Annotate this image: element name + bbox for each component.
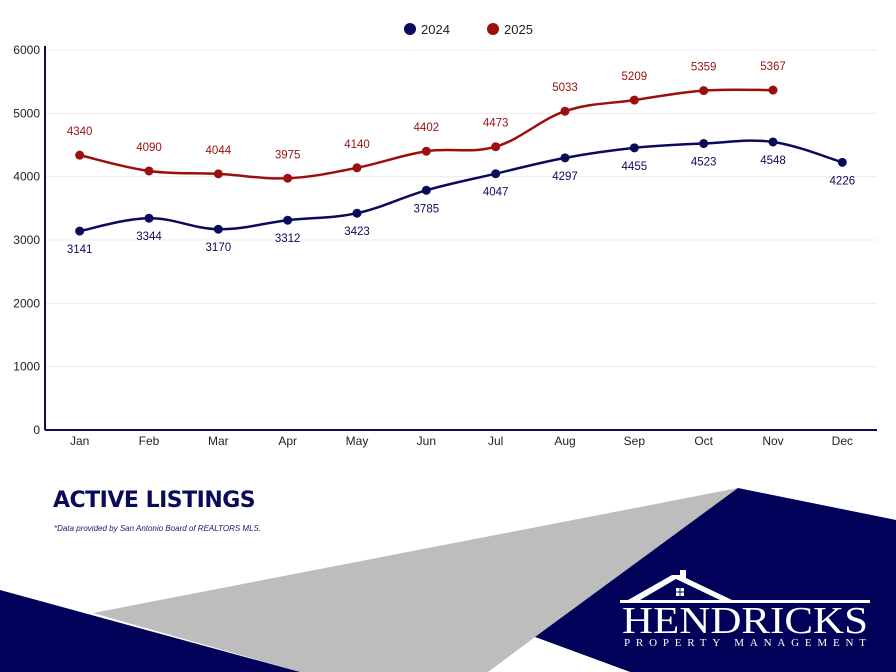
brand-name: HENDRICKS	[622, 600, 868, 642]
data-point[interactable]	[421, 185, 431, 195]
data-point[interactable]	[213, 169, 223, 179]
x-tick-label: Jun	[417, 434, 436, 448]
data-label: 5033	[552, 82, 578, 94]
data-point[interactable]	[768, 137, 778, 147]
y-tick-label: 0	[33, 423, 40, 437]
data-label: 3975	[275, 149, 301, 161]
data-label: 3423	[344, 226, 370, 238]
series-line-2024	[79, 139, 843, 233]
x-tick-label: Aug	[554, 434, 575, 448]
y-tick-label: 5000	[13, 106, 40, 120]
data-point[interactable]	[75, 226, 85, 236]
data-source-note: *Data provided by San Antonio Board of R…	[54, 524, 262, 533]
line-chart: 0 1000 2000 3000 4000 5000 6000 Jan Feb Mar Apr May…	[13, 22, 877, 448]
white-notch	[488, 637, 630, 672]
y-tick-label: 4000	[13, 170, 40, 184]
hendricks-logo: HENDRICKS PROPERTY MANAGEMENT	[620, 570, 870, 649]
data-label: 4047	[483, 187, 509, 199]
chart-title: ACTIVE LISTINGS	[53, 488, 256, 513]
data-point[interactable]	[213, 224, 223, 234]
x-tick-label: Dec	[832, 434, 853, 448]
y-tick-label: 6000	[13, 43, 40, 57]
data-label: 5359	[691, 62, 717, 74]
data-point[interactable]	[283, 173, 293, 183]
x-tick-label: Sep	[624, 434, 646, 448]
data-label: 3141	[67, 244, 93, 256]
data-point[interactable]	[283, 215, 293, 225]
data-point[interactable]	[491, 169, 501, 179]
navy-left-wedge	[0, 590, 300, 672]
data-label: 4090	[136, 142, 162, 154]
x-tick-label: Apr	[278, 434, 297, 448]
data-label: 4044	[206, 145, 232, 157]
data-label: 4455	[622, 161, 648, 173]
data-point[interactable]	[352, 208, 362, 218]
house-roof-icon	[620, 570, 870, 603]
data-point[interactable]	[768, 85, 778, 95]
x-tick-label: Feb	[139, 434, 160, 448]
data-label: 4297	[552, 171, 578, 183]
legend-label: 2024	[421, 22, 450, 37]
x-tick-label: Oct	[694, 434, 713, 448]
x-tick-label: Jul	[488, 434, 503, 448]
data-label: 3344	[136, 231, 162, 243]
data-point[interactable]	[699, 86, 709, 96]
data-label: 5209	[622, 71, 648, 83]
data-label: 4140	[344, 139, 370, 151]
data-label: 3312	[275, 233, 301, 245]
data-label: 4523	[691, 157, 717, 169]
data-point[interactable]	[75, 150, 85, 160]
data-point[interactable]	[837, 157, 847, 167]
y-tick-label: 2000	[13, 296, 40, 310]
legend-marker-icon	[487, 23, 499, 35]
data-point[interactable]	[491, 142, 501, 152]
data-label: 4340	[67, 126, 93, 138]
y-tick-label: 3000	[13, 233, 40, 247]
x-tick-label: May	[346, 434, 369, 448]
data-label: 3170	[206, 242, 232, 254]
data-point[interactable]	[421, 146, 431, 156]
data-point[interactable]	[629, 143, 639, 153]
x-tick-label: Jan	[70, 434, 89, 448]
data-label: 4548	[760, 155, 786, 167]
data-label: 4402	[414, 122, 440, 134]
data-point[interactable]	[144, 213, 154, 223]
legend-label: 2025	[504, 22, 533, 37]
navy-right-panel	[535, 488, 896, 672]
data-point[interactable]	[560, 106, 570, 116]
data-label: 4226	[830, 175, 856, 187]
data-point[interactable]	[560, 153, 570, 163]
legend-marker-icon	[404, 23, 416, 35]
data-point[interactable]	[699, 139, 709, 149]
data-point[interactable]	[352, 163, 362, 173]
data-point[interactable]	[144, 166, 154, 176]
x-tick-label: Nov	[762, 434, 783, 448]
y-tick-label: 1000	[13, 360, 40, 374]
data-label: 4473	[483, 118, 509, 130]
data-label: 5367	[760, 61, 786, 73]
data-label: 3785	[414, 203, 440, 215]
data-point[interactable]	[629, 95, 639, 105]
x-tick-label: Mar	[208, 434, 229, 448]
